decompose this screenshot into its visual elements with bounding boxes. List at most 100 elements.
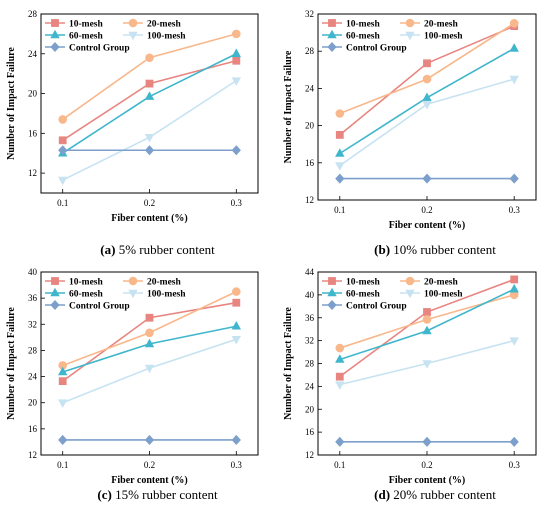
legend-marker bbox=[128, 18, 138, 28]
x-axis-label: Fiber content (%) bbox=[389, 220, 465, 231]
panel-caption: (b) 10% rubber content bbox=[374, 242, 496, 257]
y-tick-label: 12 bbox=[28, 450, 37, 460]
series-line-100-mesh bbox=[339, 78, 515, 167]
y-tick-label: 24 bbox=[28, 49, 38, 59]
data-point-20-mesh bbox=[335, 343, 345, 353]
legend-entry: 100-mesh bbox=[424, 290, 463, 300]
data-point-10-mesh bbox=[145, 313, 154, 322]
legend-marker bbox=[327, 41, 337, 53]
legend-entry: 20-mesh bbox=[147, 20, 181, 30]
data-point-10-mesh bbox=[145, 79, 154, 88]
data-point-100-mesh bbox=[509, 75, 519, 85]
x-tick-label: 0.1 bbox=[334, 205, 345, 215]
legend-entry: 20-mesh bbox=[424, 278, 458, 288]
data-point-20-mesh bbox=[145, 53, 154, 63]
y-tick-label: 20 bbox=[305, 121, 315, 131]
data-point-10-mesh bbox=[335, 131, 344, 139]
data-point-10-mesh bbox=[510, 275, 519, 284]
y-tick-label: 28 bbox=[28, 345, 38, 355]
caption-text: 5% rubber content bbox=[115, 242, 215, 257]
legend-entry: 20-mesh bbox=[424, 20, 458, 30]
y-tick-label: 16 bbox=[305, 158, 315, 168]
caption-letter: (d) bbox=[374, 487, 390, 502]
x-tick-label: 0.1 bbox=[57, 460, 68, 470]
data-point-100-mesh bbox=[57, 176, 68, 186]
data-point-20-mesh bbox=[58, 115, 68, 124]
data-point-10-mesh bbox=[423, 308, 431, 316]
y-tick-label: 12 bbox=[28, 168, 37, 178]
legend-entry: 100-mesh bbox=[147, 290, 186, 300]
y-tick-label: 16 bbox=[305, 427, 315, 437]
data-point-60-mesh bbox=[509, 283, 519, 293]
y-tick-label: 28 bbox=[28, 9, 38, 19]
data-point-20-mesh bbox=[422, 74, 432, 84]
y-tick-label: 32 bbox=[305, 9, 314, 19]
legend-marker bbox=[128, 276, 138, 286]
legend-entry: 100-mesh bbox=[147, 32, 186, 42]
legend-marker bbox=[51, 277, 59, 285]
data-point-10-mesh bbox=[58, 377, 67, 386]
legend-marker bbox=[50, 29, 60, 39]
data-point-60-mesh bbox=[335, 354, 345, 363]
legend-marker bbox=[327, 29, 337, 39]
data-point-10-mesh bbox=[232, 56, 241, 65]
data-point-control-group bbox=[231, 145, 241, 156]
data-point-100-mesh bbox=[231, 77, 242, 86]
x-axis-label: Fiber content (%) bbox=[111, 213, 187, 224]
x-tick-label: 0.2 bbox=[144, 198, 155, 208]
data-point-control-group bbox=[335, 173, 345, 184]
data-point-100-mesh bbox=[422, 100, 432, 110]
y-tick-label: 20 bbox=[305, 404, 315, 414]
legend-entry: Control Group bbox=[69, 44, 130, 54]
legend-entry: 60-mesh bbox=[346, 32, 380, 42]
data-point-control-group bbox=[422, 436, 432, 447]
legend-marker bbox=[327, 299, 337, 311]
data-point-control-group bbox=[58, 145, 68, 156]
chart-panel-2: 12 16 20 24 28 32 0.1 0.2 0.3 Fiber content (%) Nu… bbox=[283, 9, 537, 257]
chart-panel-1: 12 16 20 24 28 0.1 0.2 0.3 Fiber content (%) Numb… bbox=[6, 9, 259, 257]
data-point-100-mesh bbox=[144, 134, 155, 143]
x-tick-label: 0.2 bbox=[144, 460, 155, 470]
legend-entry: 60-mesh bbox=[69, 290, 103, 300]
data-point-20-mesh bbox=[232, 29, 241, 39]
legend-entry: 100-mesh bbox=[424, 32, 463, 42]
x-tick-label: 0.3 bbox=[231, 198, 243, 208]
y-axis-label: Number of Impact Failure bbox=[283, 307, 294, 420]
legend-marker bbox=[50, 41, 60, 53]
data-point-100-mesh bbox=[422, 360, 432, 369]
data-point-100-mesh bbox=[144, 364, 155, 374]
y-tick-label: 32 bbox=[28, 319, 37, 329]
caption-letter: (b) bbox=[374, 242, 390, 257]
y-tick-label: 16 bbox=[28, 424, 38, 434]
data-point-60-mesh bbox=[335, 148, 345, 157]
data-point-100-mesh bbox=[335, 162, 345, 171]
data-point-60-mesh bbox=[422, 325, 432, 335]
legend-marker bbox=[128, 31, 138, 41]
legend-marker bbox=[328, 277, 336, 285]
y-tick-label: 28 bbox=[305, 46, 315, 56]
series-line-60-mesh bbox=[339, 288, 515, 361]
y-tick-label: 24 bbox=[305, 381, 315, 391]
data-point-10-mesh bbox=[335, 372, 344, 381]
data-point-60-mesh bbox=[231, 48, 242, 58]
y-tick-label: 12 bbox=[305, 450, 314, 460]
y-tick-label: 12 bbox=[305, 195, 314, 205]
legend-marker bbox=[128, 289, 138, 299]
legend-entry: Control Group bbox=[69, 302, 130, 312]
y-tick-label: 40 bbox=[305, 290, 315, 300]
legend-marker bbox=[405, 276, 415, 286]
legend-marker bbox=[50, 287, 60, 297]
x-tick-label: 0.2 bbox=[421, 205, 432, 215]
data-point-control-group bbox=[335, 436, 345, 447]
x-tick-label: 0.1 bbox=[334, 460, 345, 470]
x-tick-label: 0.3 bbox=[231, 460, 243, 470]
panel-caption: (d) 20% rubber content bbox=[374, 487, 496, 502]
legend-marker bbox=[405, 289, 415, 299]
data-point-10-mesh bbox=[232, 298, 241, 307]
data-point-20-mesh bbox=[509, 18, 519, 28]
legend-marker bbox=[50, 299, 60, 311]
data-point-control-group bbox=[509, 436, 519, 447]
caption-letter: (a) bbox=[100, 242, 115, 257]
y-tick-label: 20 bbox=[28, 398, 38, 408]
y-tick-label: 36 bbox=[305, 313, 315, 323]
